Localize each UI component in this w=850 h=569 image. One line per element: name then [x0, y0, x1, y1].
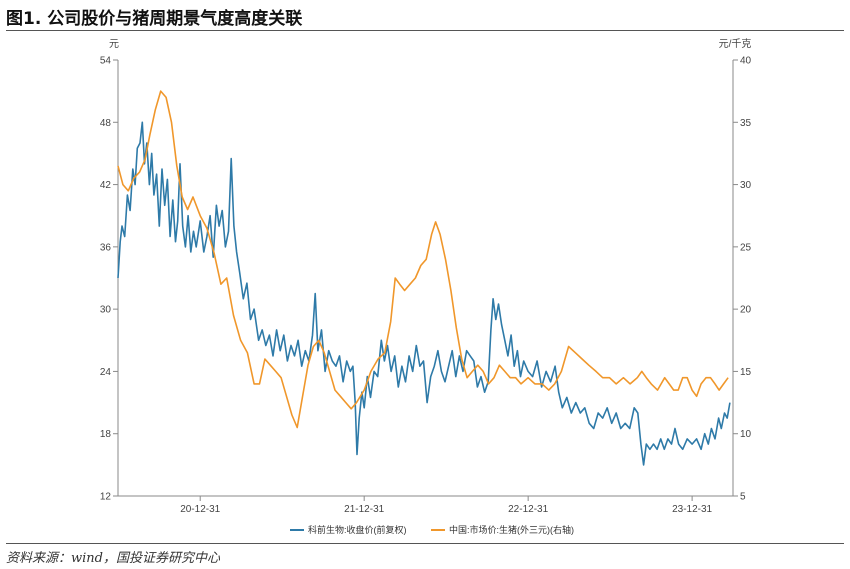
x-axis-tick-label: 21-12-31 [344, 504, 384, 515]
right-axis-tick-label: 30 [740, 180, 752, 191]
legend-label: 科前生物:收盘价(前复权) [308, 524, 407, 535]
source-note: 资料来源：wind，国投证券研究中心 [6, 551, 220, 566]
left-axis-tick-label: 36 [100, 242, 112, 253]
left-axis-unit: 元 [109, 39, 119, 50]
hog-price-line [117, 90, 729, 429]
left-axis-tick-label: 30 [100, 305, 112, 316]
x-axis-tick-label: 22-12-31 [508, 504, 548, 515]
left-axis-tick-label: 18 [100, 429, 112, 440]
left-axis-tick-label: 24 [100, 367, 112, 378]
figure-title: 图1. 公司股价与猪周期景气度高度关联 [6, 9, 303, 29]
right-axis-tick-label: 20 [740, 305, 752, 316]
source-rule [6, 543, 844, 544]
left-axis-tick-label: 48 [100, 118, 112, 129]
left-axis-tick-label: 12 [100, 492, 112, 503]
right-axis-tick-label: 5 [740, 492, 746, 503]
right-axis-tick-label: 40 [740, 56, 752, 67]
right-axis-tick-label: 15 [740, 367, 752, 378]
left-axis-tick-label: 54 [100, 56, 112, 67]
x-axis-tick-label: 23-12-31 [672, 504, 712, 515]
right-axis-unit: 元/千克 [719, 38, 752, 50]
stock-price-line [117, 121, 731, 466]
x-axis-tick-label: 20-12-31 [180, 504, 220, 515]
right-axis-tick-label: 35 [740, 118, 752, 129]
right-axis-tick-label: 10 [740, 429, 752, 440]
legend-label: 中国:市场价:生猪(外三元)(右轴) [449, 524, 574, 535]
left-axis-tick-label: 42 [100, 180, 112, 191]
title-rule [6, 30, 844, 31]
right-axis-tick-label: 25 [740, 242, 752, 253]
